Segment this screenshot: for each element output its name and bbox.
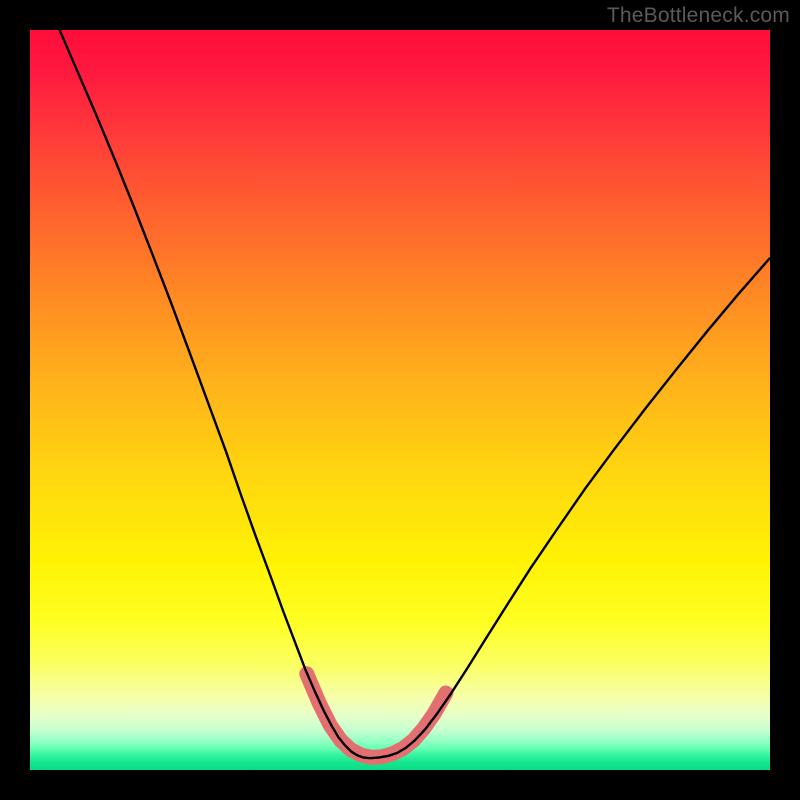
chart-svg xyxy=(30,30,770,770)
watermark-text: TheBottleneck.com xyxy=(607,4,790,28)
chart-frame: TheBottleneck.com xyxy=(0,0,800,800)
plot-area xyxy=(30,30,770,770)
gradient-background xyxy=(30,30,770,770)
